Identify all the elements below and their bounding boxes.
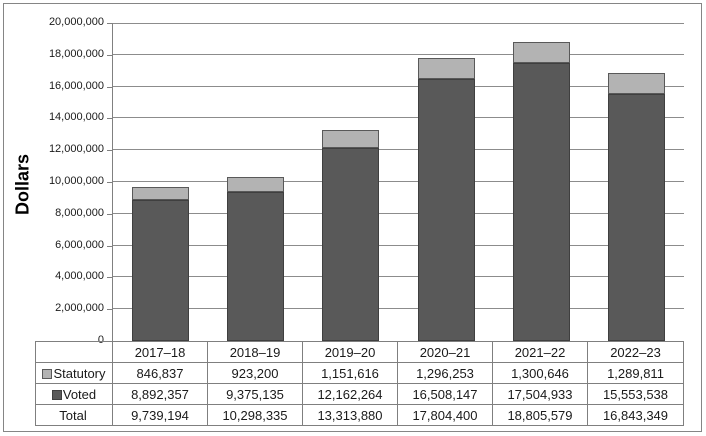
y-tick-label: 14,000,000 — [48, 111, 104, 123]
year-header-cell: 2022–23 — [587, 341, 684, 363]
gridline — [113, 308, 684, 309]
bar-segment-voted-2021–22 — [513, 63, 570, 341]
y-tick-label: 12,000,000 — [48, 143, 104, 155]
table-cell: 1,296,253 — [397, 362, 493, 384]
row-label-text: Statutory — [53, 365, 106, 381]
year-header-row: 2017–18 2018–19 2019–20 2020–21 2021–22 … — [35, 341, 684, 363]
table-cell: 923,200 — [207, 362, 303, 384]
table-cell: 16,508,147 — [397, 383, 493, 405]
bar-segment-statutory-2018–19 — [227, 177, 284, 192]
y-tick-mark — [107, 23, 112, 24]
bar-segment-statutory-2019–20 — [322, 130, 379, 148]
bar-segment-voted-2022–23 — [608, 94, 665, 341]
table-cell: 17,804,400 — [397, 404, 493, 426]
table-cell: 9,739,194 — [112, 404, 208, 426]
table-cell: 1,300,646 — [492, 362, 588, 384]
row-label-text: Voted — [62, 386, 97, 402]
gridline — [113, 181, 684, 182]
row-label-statutory: Statutory — [35, 362, 113, 384]
row-label-total: Total — [35, 404, 113, 426]
data-table: 2017–18 2018–19 2019–20 2020–21 2021–22 … — [35, 341, 684, 426]
y-tick-mark — [107, 214, 112, 215]
gridline — [113, 276, 684, 277]
table-cell: 846,837 — [112, 362, 208, 384]
table-cell: 15,553,538 — [587, 383, 684, 405]
gridline — [113, 245, 684, 246]
year-header-cell: 2018–19 — [207, 341, 303, 363]
voted-legend-swatch-icon — [51, 389, 62, 400]
table-cell: 1,151,616 — [302, 362, 398, 384]
table-cell: 1,289,811 — [587, 362, 684, 384]
bar-segment-voted-2018–19 — [227, 192, 284, 341]
y-tick-label: 10,000,000 — [48, 175, 104, 187]
table-row-statutory: Statutory 846,837 923,200 1,151,616 1,29… — [35, 362, 684, 384]
bar-segment-voted-2019–20 — [322, 148, 379, 341]
y-tick-label: 0 — [97, 334, 104, 346]
table-cell: 17,504,933 — [492, 383, 588, 405]
table-cell: 8,892,357 — [112, 383, 208, 405]
table-row-total: Total 9,739,194 10,298,335 13,313,880 17… — [35, 404, 684, 426]
row-label-voted: Voted — [35, 383, 113, 405]
y-tick-mark — [107, 150, 112, 151]
gridline — [113, 54, 684, 55]
y-tick-label: 6,000,000 — [55, 239, 104, 251]
table-row-voted: Voted 8,892,357 9,375,135 12,162,264 16,… — [35, 383, 684, 405]
y-tick-mark — [107, 118, 112, 119]
y-tick-mark — [107, 55, 112, 56]
bar-segment-statutory-2020–21 — [418, 58, 475, 79]
bar-segment-statutory-2021–22 — [513, 42, 570, 63]
table-cell: 10,298,335 — [207, 404, 303, 426]
gridline — [113, 213, 684, 214]
bar-segment-statutory-2022–23 — [608, 73, 665, 94]
y-tick-label: 20,000,000 — [48, 16, 104, 28]
year-header-cell: 2019–20 — [302, 341, 398, 363]
table-cell: 12,162,264 — [302, 383, 398, 405]
gridline — [113, 86, 684, 87]
y-tick-mark — [107, 309, 112, 310]
gridline — [113, 117, 684, 118]
table-corner-blank — [35, 341, 113, 363]
table-cell: 9,375,135 — [207, 383, 303, 405]
table-cell: 13,313,880 — [302, 404, 398, 426]
bar-segment-voted-2017–18 — [132, 200, 189, 341]
statutory-legend-swatch-icon — [42, 368, 53, 379]
y-tick-label: 4,000,000 — [55, 270, 104, 282]
year-header-cell: 2020–21 — [397, 341, 493, 363]
table-cell: 16,843,349 — [587, 404, 684, 426]
y-tick-mark — [107, 182, 112, 183]
y-tick-mark — [107, 87, 112, 88]
bar-segment-voted-2020–21 — [418, 79, 475, 341]
year-header-cell: 2017–18 — [112, 341, 208, 363]
bar-segment-statutory-2017–18 — [132, 187, 189, 200]
y-tick-mark — [107, 277, 112, 278]
y-tick-mark — [107, 246, 112, 247]
y-tick-label: 16,000,000 — [48, 80, 104, 92]
gridline — [113, 149, 684, 150]
year-header-cell: 2021–22 — [492, 341, 588, 363]
y-axis-title: Dollars — [12, 153, 33, 216]
plot-area — [112, 23, 684, 341]
table-cell: 18,805,579 — [492, 404, 588, 426]
y-tick-label: 18,000,000 — [48, 48, 104, 60]
y-tick-label: 2,000,000 — [55, 302, 104, 314]
y-tick-label: 8,000,000 — [55, 207, 104, 219]
row-label-text: Total — [59, 407, 87, 423]
gridline — [113, 23, 684, 24]
